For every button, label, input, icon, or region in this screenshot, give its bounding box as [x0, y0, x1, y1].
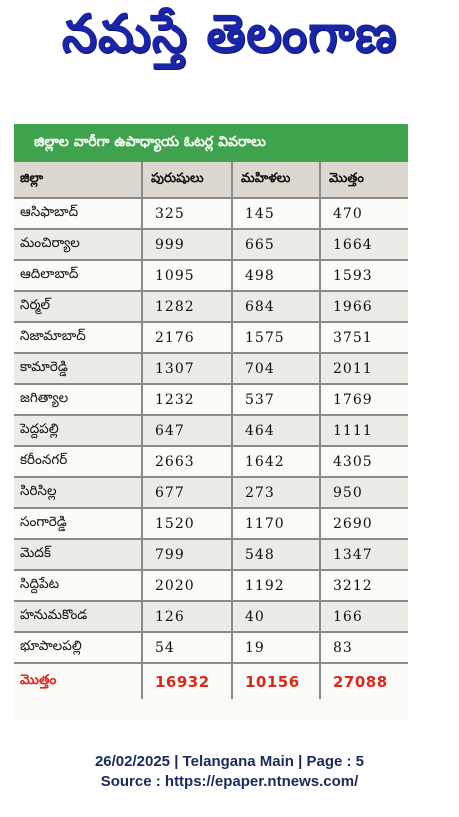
table-row: భూపాలపల్లి 54 19 83 — [14, 632, 408, 664]
row-district: మెదక్ — [14, 539, 142, 571]
row-men: 677 — [141, 477, 232, 509]
table-row: మంచిర్యాల 999 665 1664 — [14, 229, 408, 261]
row-men: 1232 — [141, 384, 232, 416]
row-district: మంచిర్యాల — [14, 229, 142, 261]
row-men: 1282 — [141, 291, 232, 323]
row-women: 1192 — [231, 570, 320, 602]
row-total: 3751 — [319, 322, 408, 354]
table-row: హనుమకొండ 126 40 166 — [14, 601, 408, 633]
voter-table: జిల్లా పురుషులు మహిళలు మొత్తం ఆసిఫాబాద్ 3… — [14, 162, 408, 699]
total-men: 16932 — [141, 663, 232, 699]
row-district: సంగారెడ్డి — [14, 508, 142, 540]
table-row: ఆదిలాబాద్ 1095 498 1593 — [14, 260, 408, 292]
row-total: 4305 — [319, 446, 408, 478]
footer-caption: 26/02/2025 | Telangana Main | Page : 5 S… — [0, 752, 459, 792]
table-row: కామారెడ్డి 1307 704 2011 — [14, 353, 408, 385]
row-total: 3212 — [319, 570, 408, 602]
row-women: 537 — [231, 384, 320, 416]
masthead-logo-text: నమస్తే తెలంగాణ — [61, 2, 398, 64]
row-men: 799 — [141, 539, 232, 571]
row-district: హనుమకొండ — [14, 601, 142, 633]
row-women: 665 — [231, 229, 320, 261]
header-women: మహిళలు — [231, 162, 320, 199]
row-district: పెద్దపల్లి — [14, 415, 142, 447]
row-men: 647 — [141, 415, 232, 447]
row-district: కరీంనగర్ — [14, 446, 142, 478]
row-district: సిద్దిపేట — [14, 570, 142, 602]
row-men: 325 — [141, 198, 232, 230]
total-label: మొత్తం — [20, 672, 57, 688]
table-row: సిరిసిల్ల 677 273 950 — [14, 477, 408, 509]
row-total: 2690 — [319, 508, 408, 540]
row-district: భూపాలపల్లి — [14, 632, 142, 664]
row-total: 1347 — [319, 539, 408, 571]
table-row: జగిత్యాల 1232 537 1769 — [14, 384, 408, 416]
row-total: 1664 — [319, 229, 408, 261]
row-total: 1966 — [319, 291, 408, 323]
row-men: 2663 — [141, 446, 232, 478]
row-total: 83 — [319, 632, 408, 664]
news-clipping: జిల్లాల వారీగా ఉపాధ్యాయ ఓటర్ల వివరాలు జి… — [14, 124, 408, 720]
table-row: కరీంనగర్ 2663 1642 4305 — [14, 446, 408, 478]
table-row: మెదక్ 799 548 1347 — [14, 539, 408, 571]
table-title: జిల్లాల వారీగా ఉపాధ్యాయ ఓటర్ల వివరాలు — [14, 124, 408, 162]
row-total: 470 — [319, 198, 408, 230]
row-district: ఆసిఫాబాద్ — [14, 198, 142, 230]
row-district: సిరిసిల్ల — [14, 477, 142, 509]
row-women: 464 — [231, 415, 320, 447]
row-women: 1170 — [231, 508, 320, 540]
row-women: 1575 — [231, 322, 320, 354]
row-district: జగిత్యాల — [14, 384, 142, 416]
row-district: కామారెడ్డి — [14, 353, 142, 385]
row-women: 684 — [231, 291, 320, 323]
row-women: 145 — [231, 198, 320, 230]
row-men: 2176 — [141, 322, 232, 354]
table-row: సిద్దిపేట 2020 1192 3212 — [14, 570, 408, 602]
total-all: 27088 — [319, 663, 408, 699]
header-men: పురుషులు — [141, 162, 232, 199]
table-total-row: మొత్తం 16932 10156 27088 — [14, 663, 408, 699]
header-total: మొత్తం — [319, 162, 408, 199]
table-row: పెద్దపల్లి 647 464 1111 — [14, 415, 408, 447]
row-total: 2011 — [319, 353, 408, 385]
row-men: 1095 — [141, 260, 232, 292]
table-row: సంగారెడ్డి 1520 1170 2690 — [14, 508, 408, 540]
table-row: నిజామాబాద్ 2176 1575 3751 — [14, 322, 408, 354]
total-women: 10156 — [231, 663, 320, 699]
row-women: 1642 — [231, 446, 320, 478]
row-women: 498 — [231, 260, 320, 292]
row-women: 548 — [231, 539, 320, 571]
table-row: ఆసిఫాబాద్ 325 145 470 — [14, 198, 408, 230]
row-women: 40 — [231, 601, 320, 633]
row-men: 54 — [141, 632, 232, 664]
footer-date-line: 26/02/2025 | Telangana Main | Page : 5 — [94, 753, 365, 770]
row-total: 950 — [319, 477, 408, 509]
table-body: ఆసిఫాబాద్ 325 145 470 మంచిర్యాల 999 665 1664 ఆది… — [14, 198, 408, 664]
header-district: జిల్లా — [14, 162, 142, 199]
row-total: 1111 — [319, 415, 408, 447]
row-men: 126 — [141, 601, 232, 633]
row-total: 1593 — [319, 260, 408, 292]
row-total: 166 — [319, 601, 408, 633]
row-men: 1520 — [141, 508, 232, 540]
row-district: నిర్మల్ — [14, 291, 142, 323]
row-women: 273 — [231, 477, 320, 509]
row-district: నిజామాబాద్ — [14, 322, 142, 354]
row-men: 2020 — [141, 570, 232, 602]
table-row: నిర్మల్ 1282 684 1966 — [14, 291, 408, 323]
row-men: 999 — [141, 229, 232, 261]
row-total: 1769 — [319, 384, 408, 416]
row-women: 19 — [231, 632, 320, 664]
clipped-text-residue — [14, 92, 244, 106]
row-women: 704 — [231, 353, 320, 385]
row-district: ఆదిలాబాద్ — [14, 260, 142, 292]
newspaper-masthead: నమస్తే తెలంగాణ — [0, 0, 459, 80]
row-men: 1307 — [141, 353, 232, 385]
table-header-row: జిల్లా పురుషులు మహిళలు మొత్తం — [14, 162, 408, 199]
footer-source-line: Source : https://epaper.ntnews.com/ — [100, 773, 359, 790]
